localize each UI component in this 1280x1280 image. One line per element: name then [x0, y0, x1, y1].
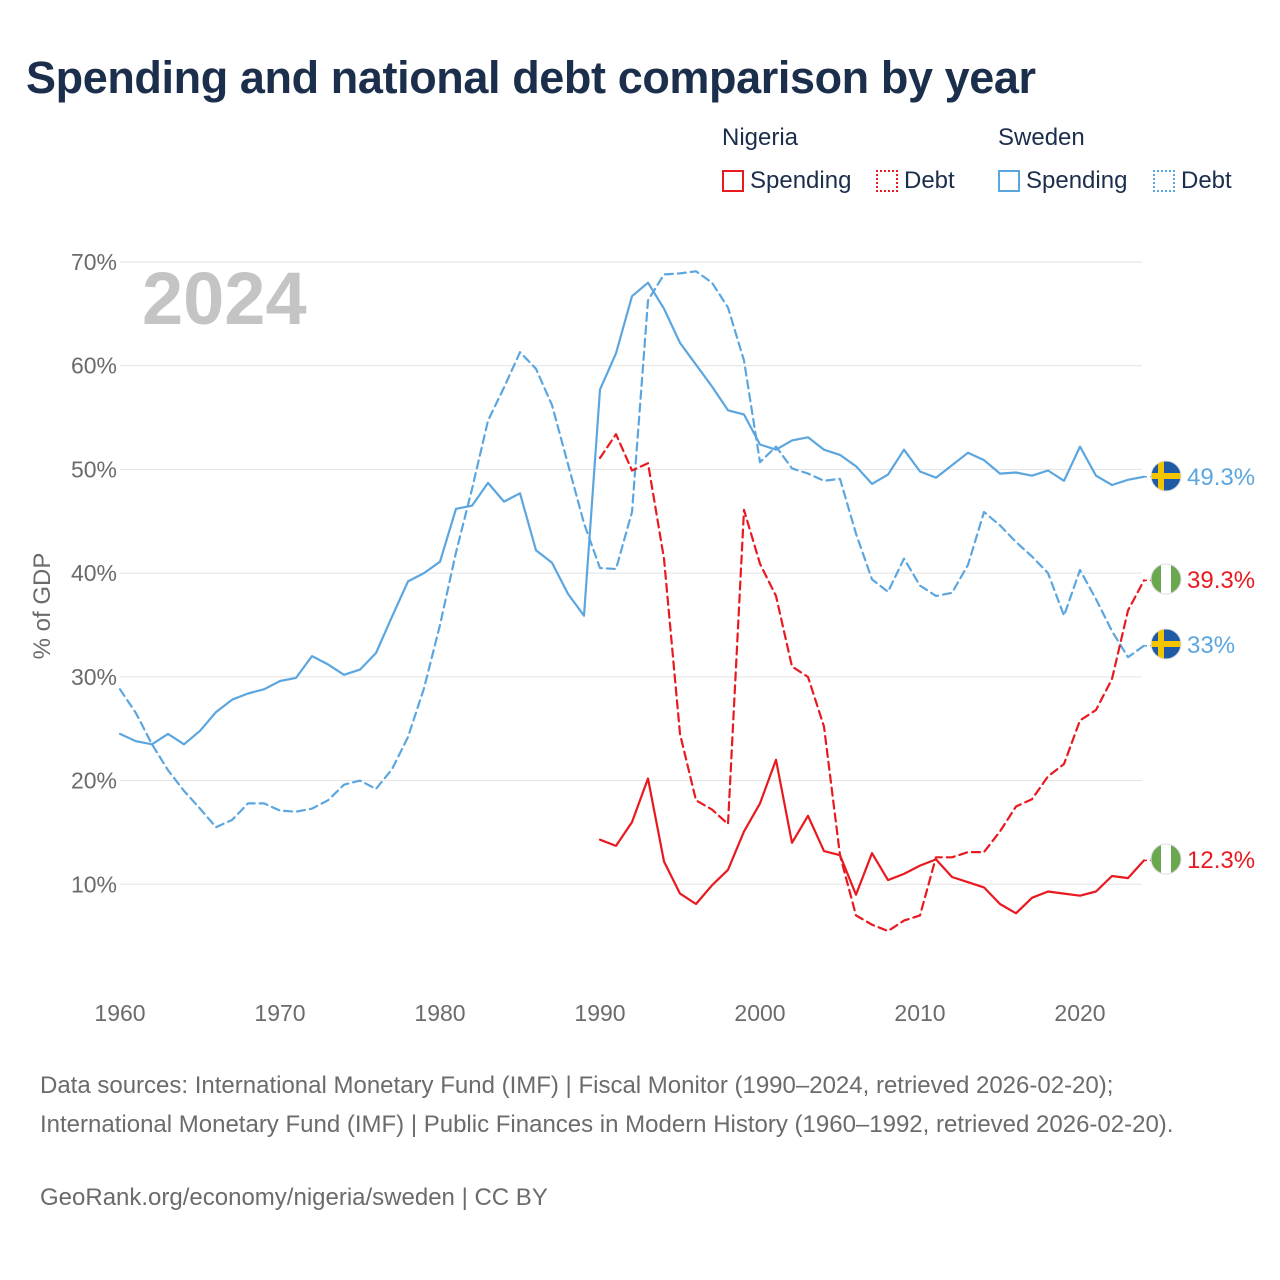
x-tick-label: 1980 [414, 1000, 465, 1026]
end-label-sweden-debt: 33% [1187, 632, 1235, 659]
sweden-flag-icon [1150, 460, 1182, 492]
legend-swatch-solid-blue [998, 170, 1020, 192]
credit-link[interactable]: GeoRank.org/economy/nigeria/sweden | CC … [40, 1184, 548, 1211]
y-tick-label: 40% [71, 560, 117, 586]
sweden-flag-icon [1150, 628, 1182, 660]
end-label-nigeria-spending: 12.3% [1187, 847, 1255, 874]
y-tick-label: 10% [71, 871, 117, 897]
nigeria-flag-icon [1150, 563, 1182, 595]
series-line-sweden-debt[interactable] [118, 270, 1146, 829]
y-tick-label: 20% [71, 768, 117, 794]
legend-swatch-solid-red [722, 170, 744, 192]
legend-group-sweden: Sweden [998, 124, 1085, 151]
y-tick-label: 60% [71, 353, 117, 379]
line-chart: 2024 % of GDP 10% 20% 30% 40% 50% 60% 70% 1960… [29, 249, 1255, 1026]
legend-group-nigeria: Nigeria [722, 124, 799, 151]
series-line-nigeria-debt[interactable] [598, 433, 1146, 933]
x-tick-label: 2000 [734, 1000, 785, 1026]
x-tick-label: 1970 [254, 1000, 305, 1026]
legend-label: Debt [904, 167, 955, 194]
legend-nigeria-debt[interactable]: Debt [876, 166, 955, 196]
legend-label: Debt [1181, 167, 1232, 194]
x-tick-label: 1960 [94, 1000, 145, 1026]
y-tick-label: 70% [71, 249, 117, 275]
legend-swatch-dotted-blue [1153, 170, 1175, 192]
x-tick-label: 1990 [574, 1000, 625, 1026]
legend-nigeria-spending[interactable]: Spending [722, 166, 851, 196]
nigeria-flag-icon [1150, 843, 1182, 875]
legend-label: Spending [1026, 167, 1128, 194]
y-axis-label: % of GDP [29, 553, 56, 660]
y-tick-label: 30% [71, 664, 117, 690]
series-line-sweden-spending[interactable] [118, 281, 1146, 746]
x-tick-label: 2010 [894, 1000, 945, 1026]
chart-title: Spending and national debt comparison by… [26, 52, 1036, 103]
legend-label: Spending [750, 167, 852, 194]
end-label-sweden-spending: 49.3% [1187, 464, 1255, 491]
x-tick-label: 2020 [1054, 1000, 1105, 1026]
year-label: 2024 [142, 257, 307, 340]
end-label-nigeria-debt: 39.3% [1187, 567, 1255, 594]
legend-sweden-spending[interactable]: Spending [998, 166, 1127, 196]
legend-swatch-dotted-red [876, 170, 898, 192]
y-tick-label: 50% [71, 456, 117, 482]
data-sources: Data sources: International Monetary Fun… [40, 1072, 1174, 1138]
legend-sweden-debt[interactable]: Debt [1153, 166, 1232, 196]
series-line-nigeria-spending[interactable] [598, 758, 1146, 915]
